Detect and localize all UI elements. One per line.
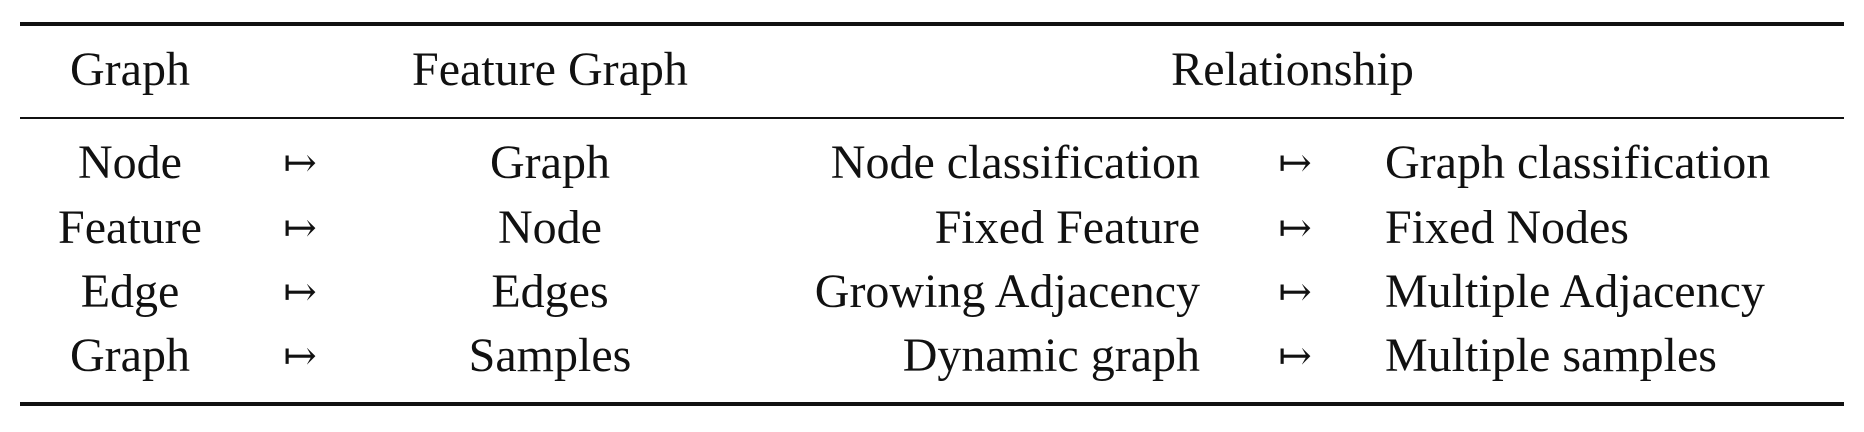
- cell-relationship-left: Node classification: [830, 136, 1200, 189]
- cell-relationship-left: Dynamic graph: [902, 329, 1200, 382]
- cell-feature-graph: Samples: [468, 329, 632, 382]
- maps-to-arrow: ↦: [1278, 140, 1312, 186]
- cell-relationship-left: Growing Adjacency: [814, 265, 1200, 318]
- header-rule: [20, 117, 1844, 119]
- maps-to-arrow: ↦: [283, 269, 317, 315]
- maps-to-arrow: ↦: [1278, 333, 1312, 379]
- cell-relationship-right: Multiple Adjacency: [1385, 265, 1765, 318]
- cell-graph: Edge: [80, 265, 180, 318]
- cell-feature-graph: Node: [498, 201, 602, 254]
- cell-graph: Node: [78, 136, 182, 189]
- cell-feature-graph: Graph: [490, 136, 610, 189]
- cell-relationship-left: Fixed Feature: [934, 201, 1200, 254]
- maps-to-arrow: ↦: [283, 333, 317, 379]
- cell-relationship-right: Fixed Nodes: [1385, 201, 1629, 254]
- cell-graph: Feature: [58, 201, 202, 254]
- cell-feature-graph: Edges: [491, 265, 609, 318]
- cell-graph: Graph: [70, 329, 190, 382]
- maps-to-arrow: ↦: [283, 140, 317, 186]
- header-relationship: Relationship: [1171, 43, 1414, 96]
- maps-to-arrow: ↦: [1278, 205, 1312, 251]
- header-graph: Graph: [70, 43, 190, 96]
- top-rule: [20, 22, 1844, 26]
- header-feature-graph: Feature Graph: [412, 43, 688, 96]
- maps-to-arrow: ↦: [283, 205, 317, 251]
- maps-to-arrow: ↦: [1278, 269, 1312, 315]
- cell-relationship-right: Graph classification: [1385, 136, 1771, 189]
- bottom-rule: [20, 402, 1844, 406]
- cell-relationship-right: Multiple samples: [1385, 329, 1717, 382]
